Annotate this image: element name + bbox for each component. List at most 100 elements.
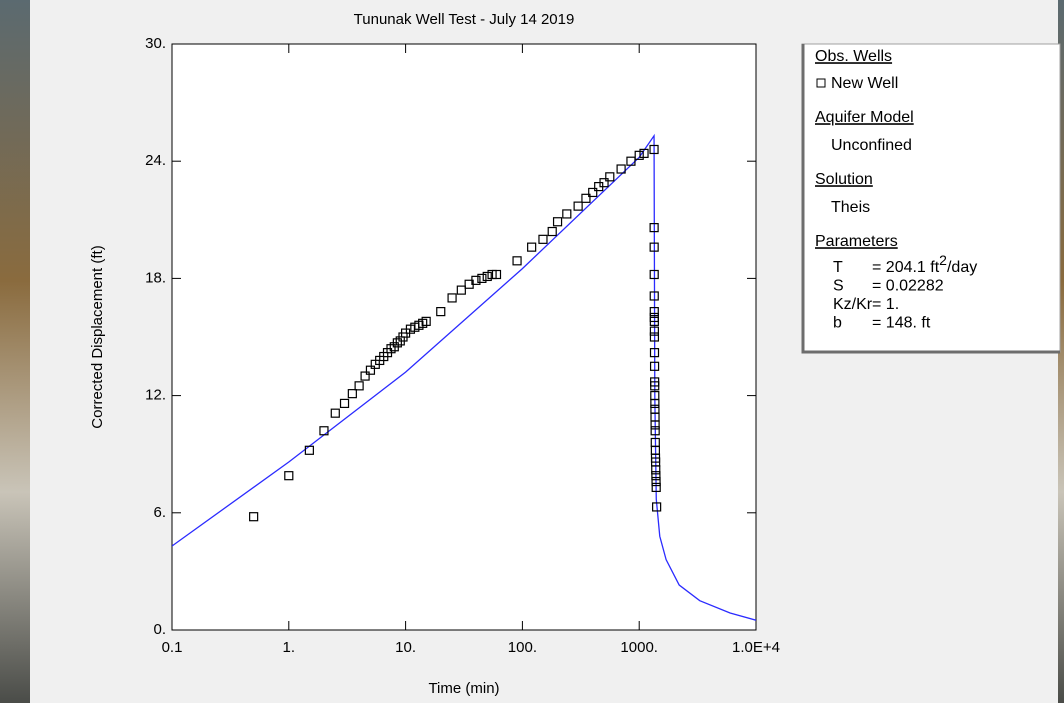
data-point: [634, 150, 644, 160]
data-point: [360, 371, 370, 381]
data-point: [471, 275, 481, 285]
y-tick-label: 24.: [145, 152, 166, 169]
data-point: [649, 223, 659, 233]
data-point: [347, 389, 357, 399]
data-point: [649, 316, 659, 326]
plot: 0.1 1. 10. 100. 1000. 1.0E+4 0. 6. 12. 18. 24. 30.: [145, 35, 780, 656]
data-point: [304, 445, 314, 455]
data-point: [392, 338, 402, 348]
data-point: [650, 420, 660, 430]
data-point: [651, 471, 661, 481]
data-point: [365, 365, 376, 375]
data-point: [538, 234, 548, 244]
legend-panel: [801, 43, 1061, 353]
plot-area: [171, 43, 757, 631]
data-point: [456, 285, 466, 295]
y-axis-label: Corrected Displacement (ft): [89, 245, 106, 428]
parameter-value: = 1.: [872, 296, 899, 313]
y-tick-label: 30.: [145, 35, 166, 52]
legend-heading: Obs. Wells: [815, 48, 892, 65]
data-point: [421, 316, 431, 326]
legend-heading: Solution: [815, 171, 873, 188]
data-point: [649, 326, 659, 336]
parameter-value: = 148. ft: [872, 315, 931, 332]
parameter-value: = 1.: [872, 296, 899, 313]
data-point: [639, 148, 649, 158]
data-point: [651, 476, 661, 487]
data-point: [491, 269, 502, 280]
data-point: [573, 201, 583, 211]
data-point: [319, 426, 329, 436]
parameter-name: Kz/Kr: [833, 296, 873, 313]
solution-curve: [172, 133, 756, 621]
data-point: [616, 164, 626, 174]
parameter-name: S: [833, 278, 844, 295]
data-point: [626, 156, 636, 166]
data-point: [512, 256, 522, 266]
legend-marker: [816, 78, 826, 88]
x-axis-label: Time (min): [428, 680, 499, 697]
legend-panel-shadow: [801, 44, 1060, 354]
data-point: [447, 293, 457, 303]
data-point: [249, 512, 259, 522]
data-point: [588, 187, 598, 198]
x-tick-label: 10.: [395, 639, 416, 656]
y-tick-label: 0.: [153, 621, 166, 638]
x-tick-label: 1.0E+4: [732, 639, 780, 656]
legend-heading: Parameters: [815, 233, 898, 250]
legend-entry: New Well: [831, 75, 898, 92]
data-point: [649, 144, 659, 155]
data-point: [482, 271, 492, 282]
legend-text: Theis: [831, 199, 870, 216]
data-point: [284, 471, 294, 481]
legend-heading: Aquifer Model: [815, 109, 914, 126]
parameter-unit: /day: [947, 259, 977, 276]
data-point: [436, 307, 446, 317]
data-point: [649, 242, 659, 252]
data-point: [649, 332, 660, 342]
data-point: [581, 193, 591, 203]
data-point: [339, 398, 350, 409]
parameter-value: = 204.1 ft: [872, 259, 940, 276]
data-point: [651, 465, 661, 475]
parameter-sup: 2: [939, 252, 947, 268]
parameter-value: = 0.02282: [872, 278, 944, 295]
data-point: [649, 361, 660, 371]
x-tick-label: 0.1: [162, 639, 183, 656]
parameter-value: = 0.02282: [872, 278, 944, 295]
data-point: [562, 209, 572, 219]
data-point: [649, 269, 659, 280]
data-point: [650, 381, 660, 391]
data-point: [599, 178, 609, 188]
legend-text: Unconfined: [831, 137, 912, 154]
data-point: [477, 273, 487, 283]
data-point: [386, 344, 396, 354]
data-point: [527, 242, 537, 252]
data-point: [552, 217, 563, 227]
data-point: [354, 381, 364, 391]
legend: Obs. Wells New Well Aquifer Model Unconf…: [815, 48, 977, 332]
parameter-name: b: [833, 315, 842, 332]
y-tick-label: 18.: [145, 269, 166, 286]
data-point: [605, 172, 615, 182]
x-tick-label: 1000.: [620, 639, 658, 656]
data-point: [650, 426, 660, 436]
data-point: [330, 408, 340, 418]
data-point: [650, 398, 660, 409]
parameter-value: = 204.1 ft2/day: [872, 252, 977, 277]
x-tick-label: 100.: [508, 639, 537, 656]
x-tick-label: 1.: [283, 639, 296, 656]
parameter-name: T: [833, 259, 843, 276]
data-point: [649, 291, 659, 301]
y-tick-label: 12.: [145, 387, 166, 404]
data-point: [649, 307, 659, 317]
data-point: [652, 502, 662, 512]
data-point: [651, 482, 661, 493]
data-point: [649, 348, 660, 358]
chart-title: Tununak Well Test - July 14 2019: [354, 11, 575, 28]
y-tick-label: 6.: [153, 504, 166, 521]
parameter-value: = 148. ft: [872, 315, 931, 332]
